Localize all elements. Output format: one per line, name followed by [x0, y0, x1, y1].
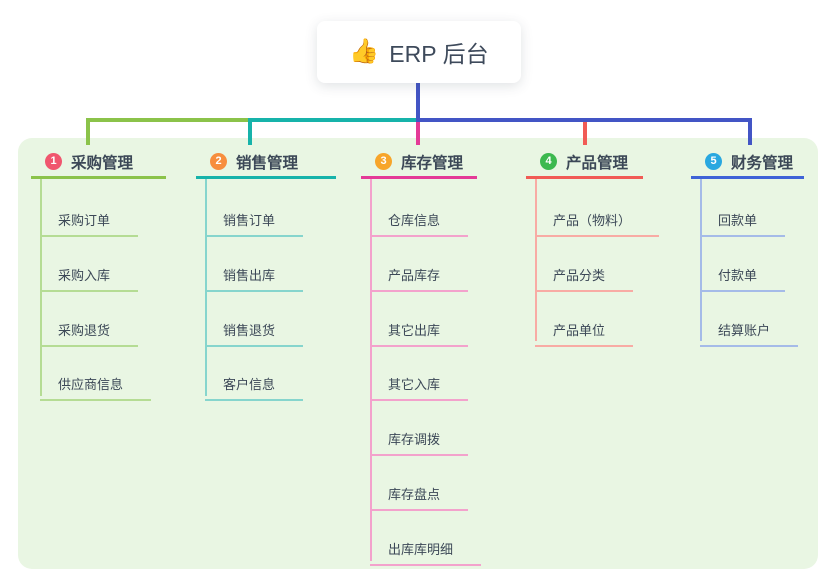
child-node[interactable]: 客户信息: [205, 360, 304, 401]
connector-horizontal-2: [249, 118, 418, 122]
child-node[interactable]: 回款单: [700, 196, 786, 237]
child-node[interactable]: 销售订单: [205, 196, 304, 237]
child-node[interactable]: 产品库存: [370, 251, 469, 292]
children-connector-line: [535, 179, 537, 341]
branch-node-product[interactable]: 4 产品管理: [526, 147, 643, 179]
connector-drop-1: [86, 118, 90, 145]
connector-horizontal-3: [416, 118, 752, 122]
badge-3-icon: 3: [375, 153, 392, 170]
badge-5-icon: 5: [705, 153, 722, 170]
badge-4-icon: 4: [540, 153, 557, 170]
child-node[interactable]: 出库库明细: [370, 525, 482, 566]
branch-node-sales[interactable]: 2 销售管理: [196, 147, 336, 179]
root-label: ERP 后台: [389, 41, 489, 67]
branch-label: 产品管理: [566, 154, 629, 172]
connector-drop-3: [416, 118, 420, 145]
child-node[interactable]: 产品分类: [535, 251, 634, 292]
branch-label: 采购管理: [71, 154, 134, 172]
children-connector-line: [370, 179, 372, 561]
connector-horizontal-1: [87, 118, 250, 122]
badge-1-icon: 1: [45, 153, 62, 170]
children-connector-line: [205, 179, 207, 396]
child-node[interactable]: 供应商信息: [40, 360, 152, 401]
child-node[interactable]: 其它出库: [370, 306, 469, 347]
child-node[interactable]: 销售出库: [205, 251, 304, 292]
connector-drop-5: [748, 118, 752, 145]
children-connector-line: [40, 179, 42, 396]
children-connector-line: [700, 179, 702, 341]
badge-2-icon: 2: [210, 153, 227, 170]
child-node[interactable]: 结算账户: [700, 306, 799, 347]
child-node[interactable]: 其它入库: [370, 360, 469, 401]
child-node[interactable]: 采购退货: [40, 306, 139, 347]
connector-drop-2: [248, 118, 252, 145]
branch-label: 财务管理: [731, 154, 794, 172]
child-node[interactable]: 销售退货: [205, 306, 304, 347]
child-node[interactable]: 付款单: [700, 251, 786, 292]
child-node[interactable]: 仓库信息: [370, 196, 469, 237]
connector-root: [416, 83, 420, 122]
branch-node-purchase[interactable]: 1 采购管理: [31, 147, 166, 179]
thumbs-up-icon: 👍: [349, 38, 380, 65]
connector-drop-4: [583, 118, 587, 145]
branch-node-finance[interactable]: 5 财务管理: [691, 147, 804, 179]
branch-label: 库存管理: [401, 154, 464, 172]
branch-node-inventory[interactable]: 3 库存管理: [361, 147, 477, 179]
branches-panel: [18, 138, 818, 569]
child-node[interactable]: 产品单位: [535, 306, 634, 347]
child-node[interactable]: 采购订单: [40, 196, 139, 237]
child-node[interactable]: 产品（物料）: [535, 196, 660, 237]
child-node[interactable]: 采购入库: [40, 251, 139, 292]
child-node[interactable]: 库存调拨: [370, 415, 469, 456]
root-node[interactable]: 👍 ERP 后台: [317, 21, 521, 83]
child-node[interactable]: 库存盘点: [370, 470, 469, 511]
branch-label: 销售管理: [236, 154, 299, 172]
